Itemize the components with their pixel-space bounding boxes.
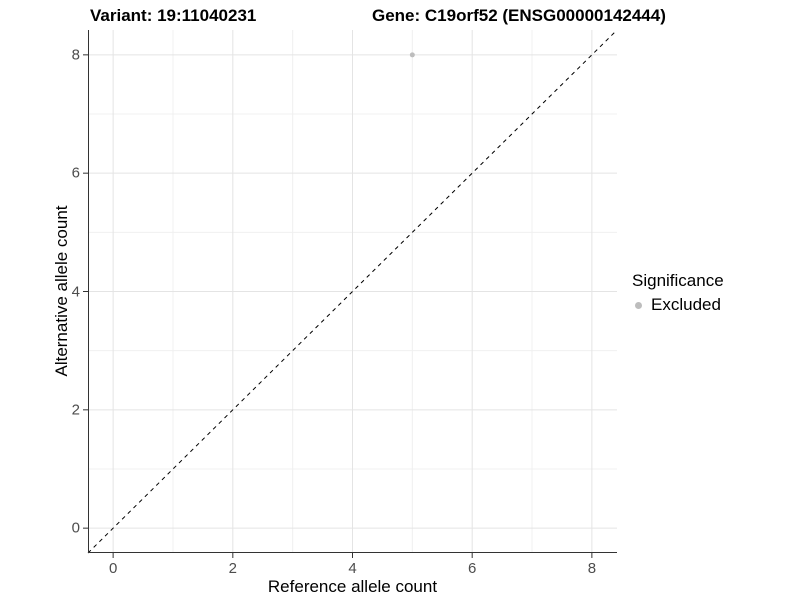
x-tick-label: 6 — [468, 560, 477, 577]
identity-reference-line — [87, 29, 618, 554]
legend-title: Significance — [632, 271, 724, 290]
y-tick-label: 8 — [71, 46, 80, 64]
legend: Significance Excluded — [632, 271, 724, 315]
x-tick-label: 2 — [228, 560, 237, 577]
legend-key-dot-icon — [635, 301, 642, 309]
plot-title-variant: Variant: 19:11040231 — [90, 6, 257, 25]
legend-item-label: Excluded — [651, 295, 721, 314]
data-point — [409, 52, 415, 58]
y-tick-label: 6 — [71, 164, 80, 182]
y-tick-label: 4 — [71, 283, 80, 300]
y-tick-label: 0 — [71, 519, 80, 537]
legend-item-excluded: Excluded — [632, 295, 724, 315]
x-tick-label: 4 — [348, 560, 357, 577]
plot-title-gene: Gene: C19orf52 (ENSG00000142444) — [372, 6, 666, 25]
x-tick-label: 8 — [587, 560, 597, 577]
x-axis-tick-labels: 0 2 4 6 8 — [88, 560, 617, 578]
x-tick-label: 0 — [108, 560, 118, 577]
y-axis-title: Alternative allele count — [52, 205, 71, 377]
x-axis-title: Reference allele count — [267, 577, 438, 596]
plot-panel — [83, 29, 618, 558]
y-tick-label: 2 — [71, 401, 80, 419]
y-axis-tick-labels: 0 2 4 6 8 — [50, 30, 80, 553]
